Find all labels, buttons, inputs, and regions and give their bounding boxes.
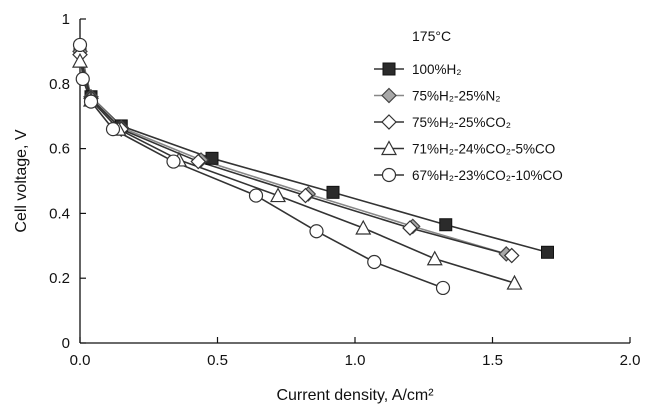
x-tick-label: 1.0 xyxy=(345,352,366,369)
x-tick-label: 1.5 xyxy=(482,352,503,369)
y-tick-label: 0.6 xyxy=(49,141,70,158)
data-point xyxy=(83,94,99,109)
data-point xyxy=(269,187,287,203)
data-point xyxy=(435,280,451,296)
data-point xyxy=(166,154,181,169)
legend: 175°C 100%H₂ 75%H₂-25%N₂ 75%H₂-25%CO₂ 71%H₂… xyxy=(374,28,563,183)
ticks: 0.0 0.5 1.0 1.5 2.0 0 0.2 0.4 0.6 0.8 1 xyxy=(49,11,640,369)
legend-label: 71%H₂-24%CO₂-5%CO xyxy=(412,142,555,157)
legend-label: 75%H₂-25%CO₂ xyxy=(412,115,511,130)
legend-label: 67%H₂-23%CO₂-10%CO xyxy=(412,168,563,183)
data-point xyxy=(541,245,554,259)
data-point xyxy=(402,220,418,236)
legend-title: 175°C xyxy=(412,28,451,44)
y-tick-label: 0.4 xyxy=(49,205,70,222)
data-point xyxy=(367,254,382,270)
legend-label: 100%H₂ xyxy=(412,62,462,77)
x-tick-label: 2.0 xyxy=(620,352,641,369)
series-line-5 xyxy=(79,44,444,289)
legend-marker xyxy=(381,167,397,183)
y-tick-label: 1 xyxy=(62,11,70,28)
data-point xyxy=(503,247,520,264)
y-tick-label: 0.2 xyxy=(49,270,70,287)
data-point xyxy=(506,274,523,290)
series-lines xyxy=(79,44,548,289)
y-axis-title: Cell voltage, V xyxy=(13,129,30,232)
data-point xyxy=(439,218,453,232)
x-axis-title: Current density, A/cm² xyxy=(276,387,434,404)
series-markers xyxy=(71,37,554,296)
data-point xyxy=(309,224,324,239)
x-tick-label: 0.5 xyxy=(207,352,228,369)
data-point xyxy=(326,185,340,199)
legend-label: 75%H₂-25%N₂ xyxy=(412,89,501,104)
data-point xyxy=(71,52,89,68)
data-point xyxy=(75,71,90,87)
series-points-5 xyxy=(72,37,451,296)
data-point xyxy=(190,153,207,170)
data-point xyxy=(355,219,372,235)
data-point xyxy=(205,151,219,165)
data-point xyxy=(105,122,121,137)
x-tick-label: 0.0 xyxy=(70,352,91,369)
y-tick-label: 0.8 xyxy=(49,76,70,93)
data-point xyxy=(72,37,88,53)
data-point xyxy=(426,250,443,266)
data-point xyxy=(297,187,314,204)
legend-marker xyxy=(380,140,398,156)
legend-marker xyxy=(381,114,397,130)
y-tick-label: 0 xyxy=(62,335,70,352)
data-point xyxy=(248,188,264,203)
legend-marker xyxy=(382,62,396,76)
legend-marker xyxy=(381,87,397,104)
